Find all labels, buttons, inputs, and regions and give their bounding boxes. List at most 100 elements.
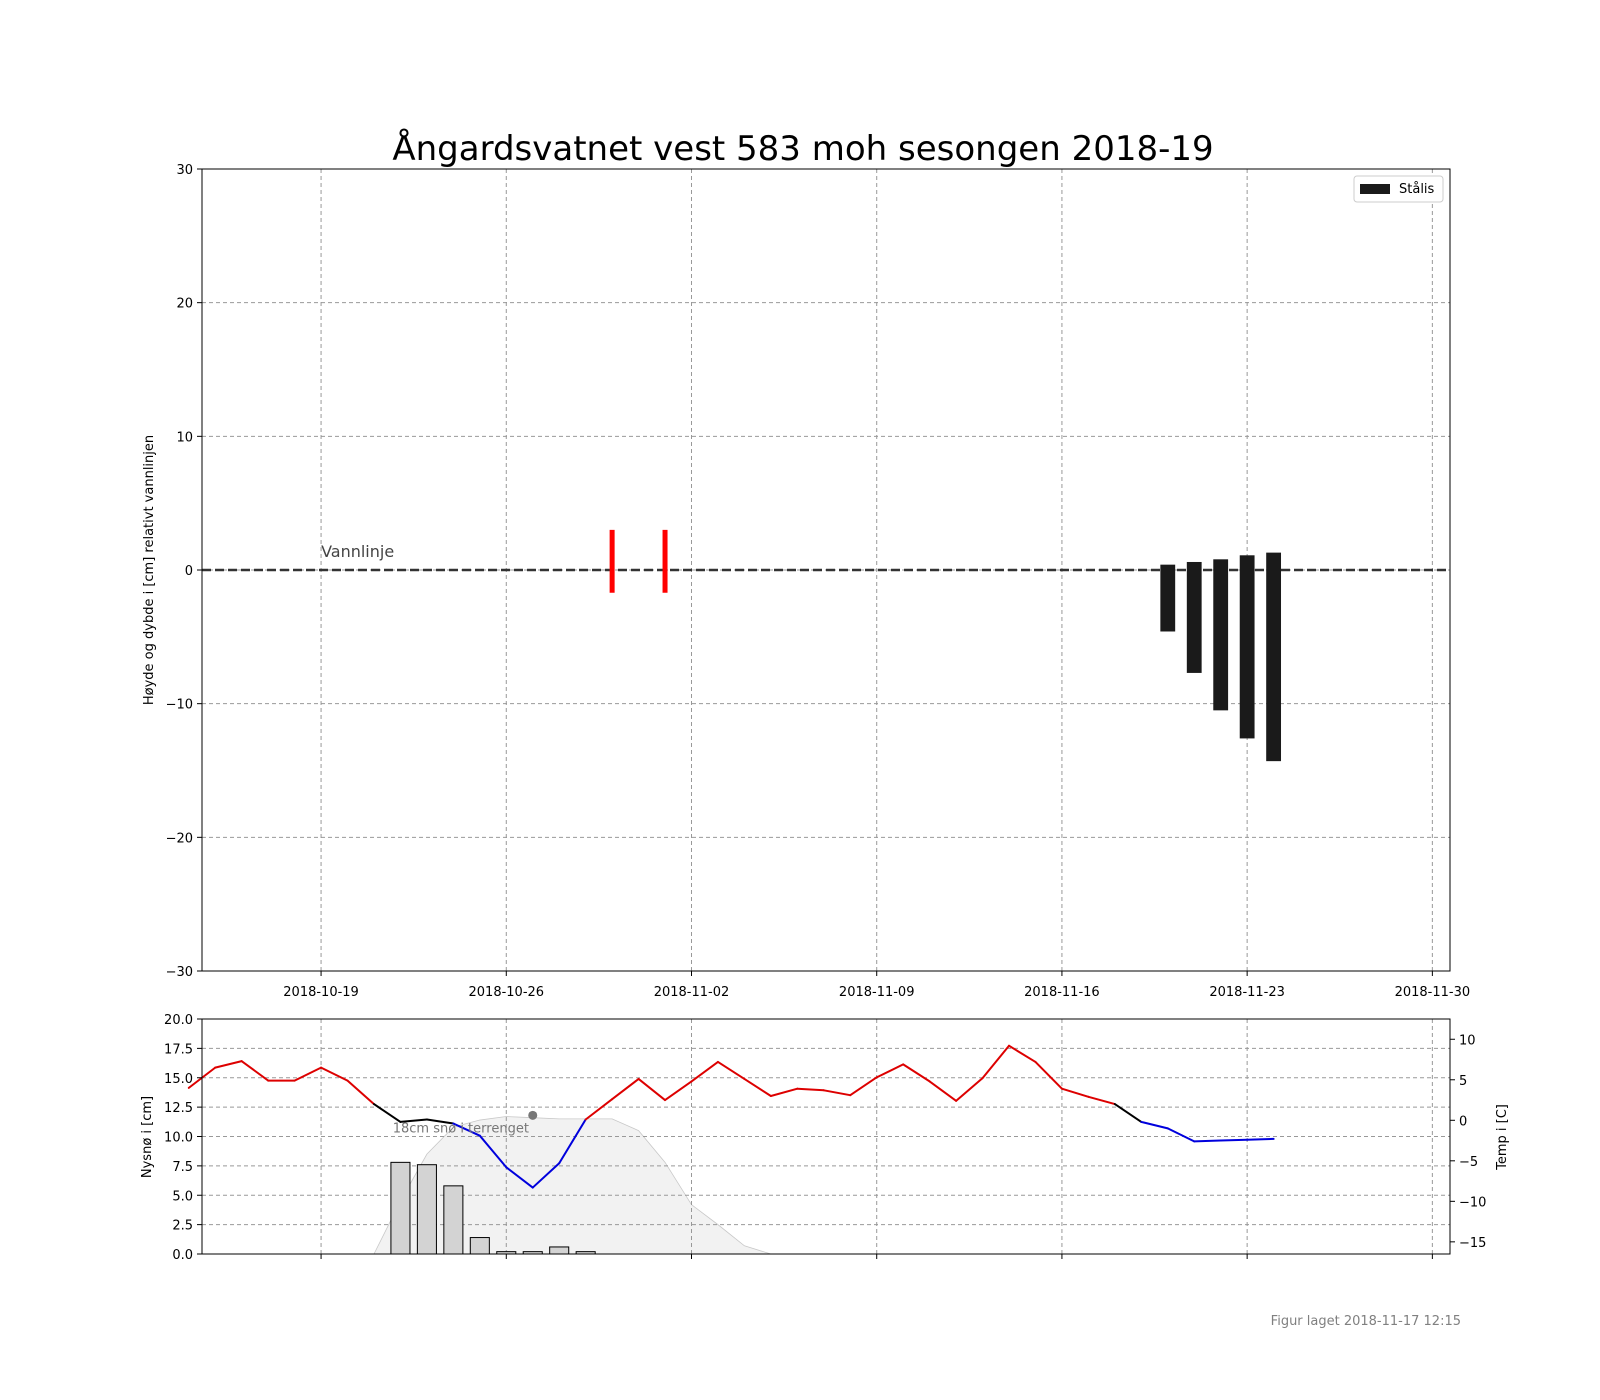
temperature-segment — [1219, 1138, 1249, 1142]
top-y-axis-ticks: −30 −20 −10 0 10 20 30 — [166, 163, 202, 980]
bottom-y2-tick-label: −5 — [1459, 1155, 1478, 1170]
bottom-y2-tick-label: 10 — [1459, 1033, 1476, 1048]
red-markers — [609, 529, 668, 593]
bottom-y-tick-label: 17.5 — [164, 1042, 193, 1057]
top-x-tick-label: 2018-10-19 — [283, 985, 359, 1000]
top-x-tick-label: 2018-11-16 — [1024, 985, 1100, 1000]
temperature-segment — [214, 1060, 243, 1069]
legend-box — [1353, 175, 1444, 203]
temperature-segment — [558, 1118, 587, 1165]
new-snow-bar — [469, 1237, 490, 1255]
figure-created-timestamp: Figur laget 2018-11-17 12:15 — [1271, 1314, 1461, 1329]
snow-depth-point — [528, 1110, 538, 1120]
temperature-segment — [240, 1060, 270, 1082]
temperature-segment — [849, 1076, 878, 1097]
bottom-y2-axis-label: Temp i [C] — [1495, 1104, 1510, 1171]
temperature-segment — [1008, 1044, 1037, 1063]
top-y-tick-label: −20 — [166, 831, 193, 846]
ice-bar — [1160, 564, 1176, 632]
bottom-y-tick-label: 10.0 — [164, 1131, 193, 1146]
bottom-y-tick-label: 12.5 — [164, 1101, 193, 1116]
waterline-label: Vannlinje — [321, 542, 394, 561]
bottom-y-tick-label: 2.5 — [172, 1219, 193, 1234]
bottom-y2-tick-label: −15 — [1459, 1236, 1486, 1251]
bottom-y-tick-label: 7.5 — [172, 1160, 193, 1175]
temperature-segment — [928, 1080, 958, 1102]
temperature-segment — [1140, 1120, 1169, 1130]
new-snow-bar — [443, 1185, 464, 1255]
temperature-segment — [1087, 1095, 1116, 1106]
top-x-tick-label: 2018-11-23 — [1209, 985, 1285, 1000]
bottom-y-tick-label: 5.0 — [172, 1189, 193, 1204]
temperature-segment — [584, 1098, 614, 1121]
temperature-segment — [320, 1066, 349, 1082]
ice-bar — [1186, 561, 1202, 673]
top-y-tick-label: 10 — [176, 430, 193, 445]
temperature-segment — [743, 1077, 772, 1097]
bottom-y2-axis-ticks: 10 5 0 −5 −10 −15 — [1450, 1033, 1486, 1251]
top-x-tick-label: 2018-11-09 — [839, 985, 915, 1000]
temperature-segment — [664, 1080, 693, 1102]
ice-bars — [1160, 552, 1282, 762]
temperature-segment — [902, 1063, 931, 1083]
ice-bar — [1213, 559, 1229, 711]
temperature-segment — [1034, 1060, 1063, 1090]
new-snow-bars — [390, 1161, 596, 1255]
top-y-tick-label: −30 — [166, 965, 193, 980]
new-snow-bar — [416, 1164, 437, 1255]
legend-swatch-staalis — [1360, 184, 1390, 194]
temperature-segment — [637, 1077, 667, 1102]
snow-depth-annotation: 18cm snø i terrenget — [393, 1121, 529, 1136]
top-x-axis-ticks: 2018-10-19 2018-10-26 2018-11-02 2018-11-09… — [283, 971, 1470, 1000]
top-y-tick-label: −10 — [166, 698, 193, 713]
temperature-segment — [478, 1134, 508, 1169]
legend-label-staalis: Stålis — [1399, 182, 1435, 197]
top-y-tick-label: 30 — [176, 163, 193, 178]
temperature-segment — [611, 1077, 640, 1101]
ice-bar — [1239, 555, 1255, 739]
temperature-segment — [1060, 1087, 1090, 1098]
top-x-tick-label: 2018-11-02 — [654, 985, 730, 1000]
top-y-axis-label: Høyde og dybde i [cm] relativt vannlinje… — [142, 435, 157, 705]
bottom-y2-tick-label: 0 — [1459, 1114, 1467, 1129]
legend: Stålis — [1353, 175, 1444, 203]
temperature-line — [187, 1044, 1275, 1189]
bottom-y-axis-label: Nysnø i [cm] — [140, 1096, 155, 1178]
bottom-y-tick-label: 20.0 — [164, 1013, 193, 1028]
temperature-segment — [452, 1122, 481, 1137]
bottom-y-axis-ticks: 0.0 2.5 5.0 7.5 10.0 12.5 15.0 17.5 20.0 — [164, 1013, 202, 1263]
temperature-segment — [505, 1166, 534, 1189]
ice-bar — [1266, 552, 1282, 762]
new-snow-bar — [549, 1246, 570, 1255]
temperature-segment — [1113, 1103, 1143, 1123]
bottom-panel-grid — [202, 1019, 1450, 1254]
chart-title: Ångardsvatnet vest 583 moh sesongen 2018… — [392, 128, 1213, 169]
top-y-tick-label: 0 — [185, 564, 193, 579]
temperature-segment — [981, 1044, 1011, 1080]
top-x-tick-label: 2018-10-26 — [469, 985, 545, 1000]
temperature-segment — [1246, 1137, 1275, 1141]
temperature-segment — [955, 1077, 984, 1102]
bottom-y2-tick-label: −10 — [1459, 1195, 1486, 1210]
temperature-segment — [346, 1079, 375, 1106]
temperature-segment — [293, 1066, 323, 1082]
temperature-segment — [1193, 1139, 1222, 1143]
top-x-tick-label: 2018-11-30 — [1395, 985, 1471, 1000]
new-snow-bar — [390, 1161, 411, 1255]
temperature-segment — [822, 1089, 852, 1097]
temperature-segment — [425, 1118, 455, 1125]
temperature-segment — [531, 1162, 561, 1189]
temperature-segment — [875, 1063, 905, 1079]
temperature-segment — [372, 1103, 402, 1123]
bottom-y-tick-label: 0.0 — [172, 1248, 193, 1263]
temperature-segment — [399, 1118, 428, 1123]
temperature-segment — [796, 1087, 825, 1092]
top-y-tick-label: 20 — [176, 297, 193, 312]
temperature-segment — [690, 1060, 719, 1083]
bottom-y2-tick-label: 5 — [1459, 1074, 1467, 1089]
temperature-segment — [1166, 1127, 1196, 1143]
bottom-x-axis-ticks — [320, 1254, 1433, 1259]
bottom-y-tick-label: 15.0 — [164, 1072, 193, 1087]
temperature-segment — [769, 1087, 799, 1097]
